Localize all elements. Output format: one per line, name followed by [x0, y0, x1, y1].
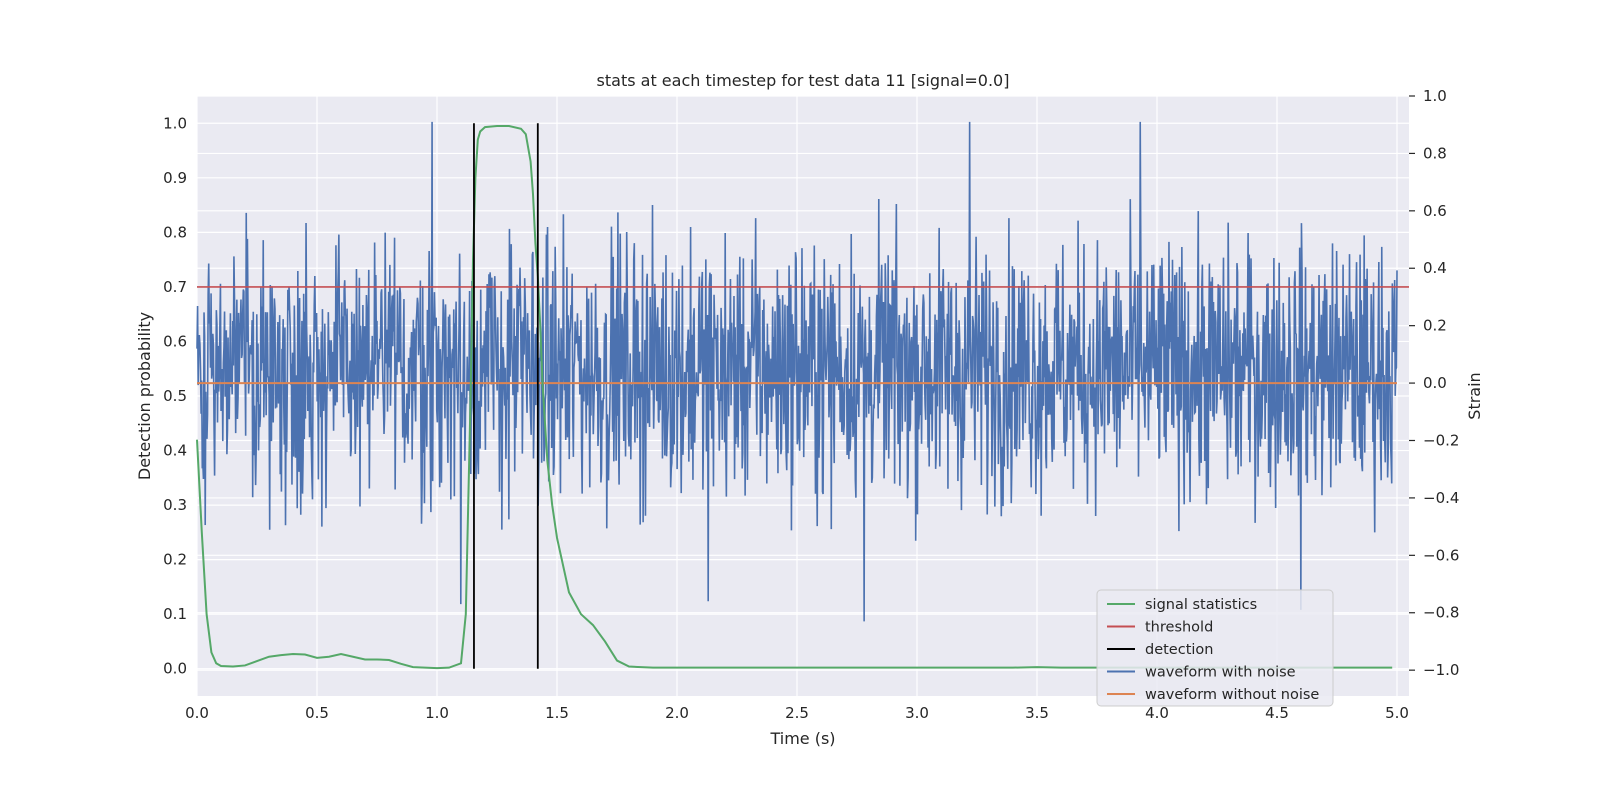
- y-left-tick-label: 0.9: [163, 169, 187, 187]
- legend-box: [1096, 589, 1334, 707]
- x-tick-label: 4.0: [1145, 704, 1169, 722]
- y-right-tick-label: 1.0: [1423, 87, 1447, 105]
- x-tick-label: 5.0: [1385, 704, 1409, 722]
- y-axis-right-label: Strain: [1465, 372, 1484, 419]
- y-left-tick-label: 0.3: [163, 496, 187, 514]
- detection-lines: [473, 123, 539, 669]
- y-right-tick-label: 0.6: [1423, 202, 1447, 220]
- waveform-with-noise-line: [196, 121, 1398, 622]
- y-left-tick-label: 0.4: [163, 442, 187, 460]
- x-tick-label: 0.5: [305, 704, 329, 722]
- y-right-tick-label: −0.6: [1423, 546, 1459, 564]
- x-axis-label: Time (s): [769, 729, 835, 748]
- x-tick-label: 3.0: [905, 704, 929, 722]
- signal-statistics-line: [196, 125, 1393, 670]
- x-tick-label: 0.0: [185, 704, 209, 722]
- y-right-tick-label: 0.8: [1423, 144, 1447, 162]
- legend: signal statistics threshold detection wavef…: [1096, 589, 1334, 707]
- y-left-tick-label: 1.0: [163, 114, 187, 132]
- y-right-tick-label: 0.4: [1423, 259, 1447, 277]
- y-right-tick-label: 0.0: [1423, 374, 1447, 392]
- series-layer: [196, 121, 1409, 670]
- y-left-tick-label: 0.8: [163, 223, 187, 241]
- x-tick-label: 3.5: [1025, 704, 1049, 722]
- y-right-tick-label: −0.4: [1423, 489, 1459, 507]
- y-axis-left-label: Detection probability: [135, 312, 154, 480]
- chart-title: stats at each timestep for test data 11 …: [597, 71, 1010, 90]
- x-tick-label: 2.0: [665, 704, 689, 722]
- legend-label: signal statistics: [1145, 597, 1257, 613]
- y-right-tick-label: −0.2: [1423, 431, 1459, 449]
- y-right-tick-label: −1.0: [1423, 661, 1459, 679]
- x-tick-label: 1.5: [545, 704, 569, 722]
- y-right-tick-label: 0.2: [1423, 317, 1447, 335]
- legend-label: waveform with noise: [1145, 665, 1296, 681]
- legend-label: threshold: [1145, 620, 1213, 636]
- y-left-tick-label: 0.6: [163, 332, 187, 350]
- y-left-tick-label: 0.1: [163, 605, 187, 623]
- y-left-tick-label: 0.7: [163, 278, 187, 296]
- y-right-tick-label: −0.8: [1423, 604, 1459, 622]
- legend-label: detection: [1145, 642, 1213, 658]
- y-left-tick-label: 0.0: [163, 660, 187, 678]
- x-tick-label: 4.5: [1265, 704, 1289, 722]
- y-left-tick-label: 0.5: [163, 387, 187, 405]
- legend-label: waveform without noise: [1145, 687, 1319, 703]
- y-left-tick-label: 0.2: [163, 551, 187, 569]
- x-tick-label: 1.0: [425, 704, 449, 722]
- x-tick-label: 2.5: [785, 704, 809, 722]
- legend-items: signal statistics threshold detection wavef…: [1107, 597, 1319, 703]
- ticks: 0.0 0.5 1.0 1.5 2.0 2.5 3.0 3.5 4.0 4.5 5.0 0.0 0.1 0…: [163, 87, 1459, 722]
